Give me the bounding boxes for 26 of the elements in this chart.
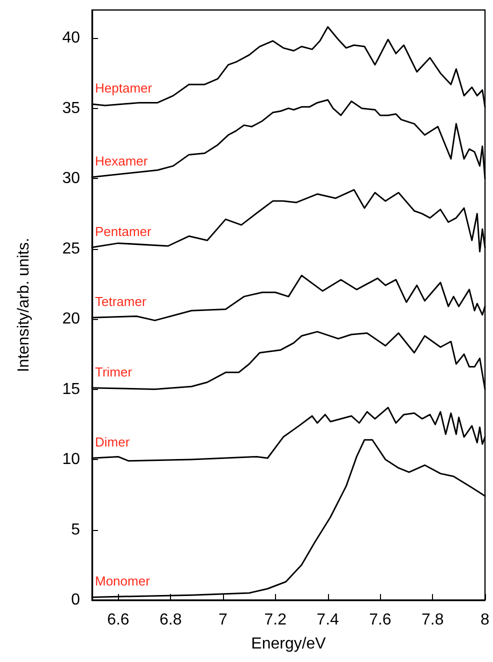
series-label: Heptamer	[95, 80, 153, 96]
y-tick-label: 0	[71, 592, 80, 608]
y-tick-label: 15	[62, 380, 80, 398]
series-label: Tetramer	[95, 294, 147, 310]
y-tick-label: 25	[62, 240, 80, 258]
x-tick-label: 8	[480, 612, 490, 628]
y-tick-label: 20	[62, 310, 80, 328]
series-label: Pentamer	[95, 224, 152, 239]
series-label: Trimer	[95, 364, 133, 380]
x-tick-label: 7.8	[421, 612, 444, 628]
y-tick-label: 40	[62, 30, 80, 47]
y-tick-label: 35	[62, 100, 80, 117]
series-label: Monomer	[95, 574, 151, 589]
y-axis-title: Intensity/arb. units.	[16, 238, 32, 372]
y-tick-label: 30	[62, 170, 80, 188]
series-label: Hexamer	[95, 154, 148, 169]
x-tick-label: 6.6	[107, 612, 130, 628]
x-tick-label: 7.4	[316, 612, 340, 628]
x-tick-label: 7.6	[369, 612, 392, 628]
y-tick-label: 10	[62, 451, 80, 468]
series-label: Dimer	[95, 434, 130, 450]
x-tick-label: 7.2	[264, 612, 287, 628]
x-tick-label: 6.8	[159, 612, 182, 628]
x-axis-title: Energy/eV	[251, 636, 326, 652]
x-tick-label: 7	[218, 612, 228, 628]
y-tick-label: 5	[71, 521, 80, 538]
